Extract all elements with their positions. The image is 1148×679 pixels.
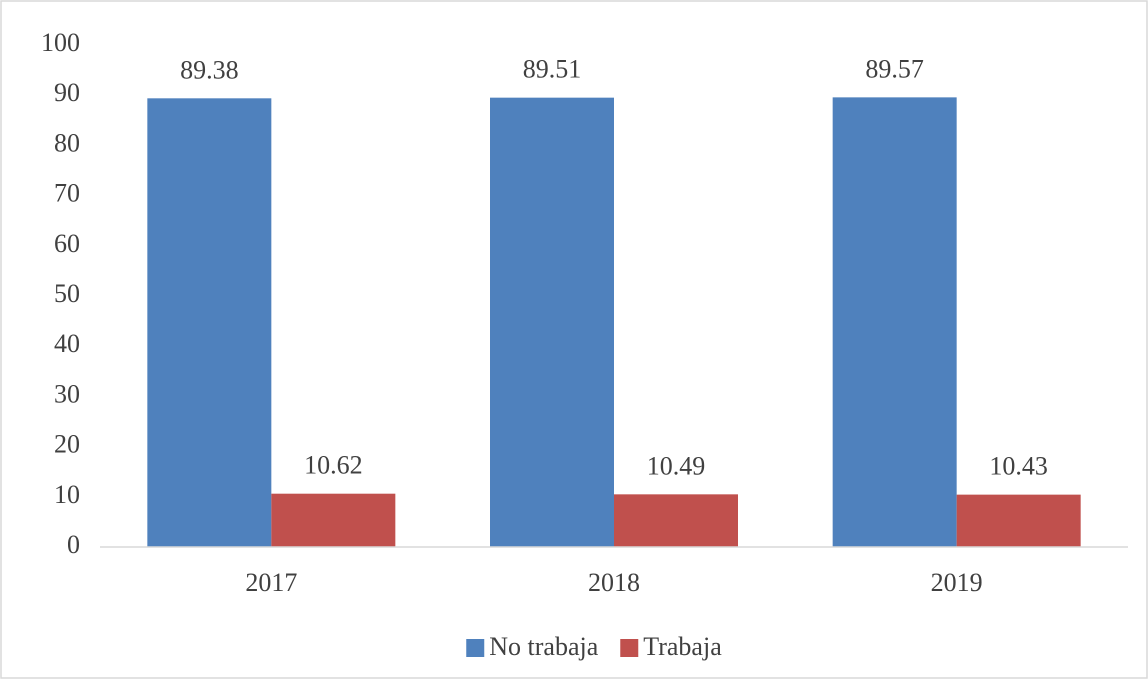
legend-label: No trabaja: [489, 632, 598, 661]
x-tick-label: 2019: [931, 568, 983, 597]
data-label: 10.62: [304, 451, 363, 480]
bar: [490, 97, 614, 548]
y-tick-label: 20: [54, 430, 80, 459]
y-tick-label: 40: [54, 329, 80, 358]
bar: [147, 98, 272, 547]
y-tick-label: 0: [67, 530, 80, 559]
legend-label: Trabaja: [643, 632, 722, 661]
data-label: 10.43: [989, 452, 1048, 481]
y-tick-label: 60: [54, 229, 80, 258]
legend-swatch: [620, 639, 639, 657]
x-tick-label: 2018: [588, 568, 640, 597]
y-tick-label: 70: [54, 179, 80, 208]
data-label: 10.49: [647, 451, 706, 480]
y-tick-label: 30: [54, 379, 80, 408]
y-tick-label: 10: [54, 480, 80, 509]
data-label: 89.51: [523, 55, 582, 84]
bar: [271, 493, 396, 547]
bar: [956, 494, 1081, 547]
y-tick-label: 100: [41, 28, 80, 57]
data-label: 89.38: [180, 55, 239, 84]
y-tick-label: 80: [54, 128, 80, 157]
y-tick-label: 90: [54, 78, 80, 107]
legend-swatch: [466, 639, 485, 657]
data-label: 89.57: [865, 54, 924, 83]
bar: [614, 494, 738, 547]
x-tick-label: 2017: [245, 568, 297, 597]
bar: [832, 97, 957, 548]
y-tick-label: 50: [54, 279, 80, 308]
